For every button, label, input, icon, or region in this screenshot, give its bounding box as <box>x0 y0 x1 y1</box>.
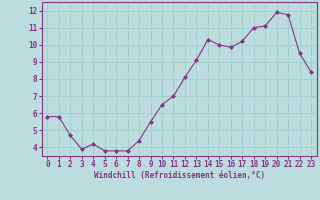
X-axis label: Windchill (Refroidissement éolien,°C): Windchill (Refroidissement éolien,°C) <box>94 171 265 180</box>
